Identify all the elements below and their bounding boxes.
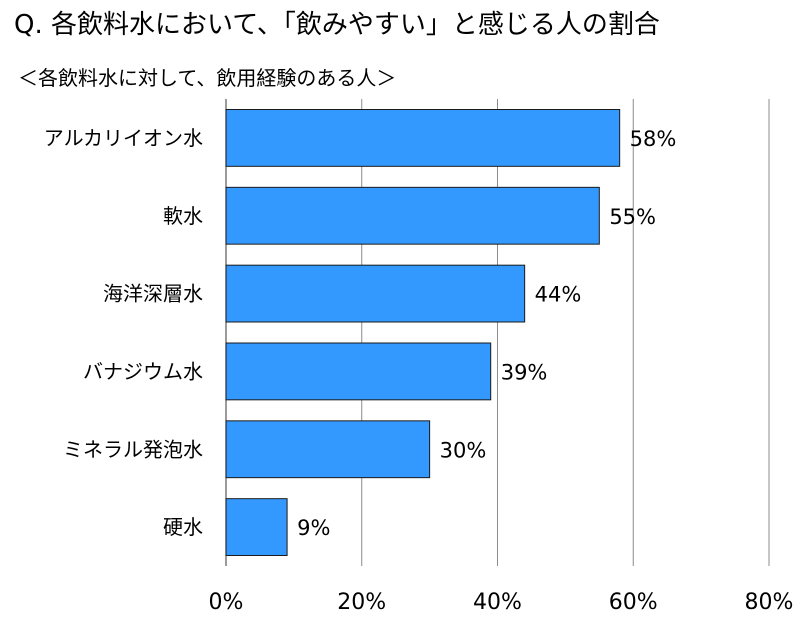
chart-subtitle: ＜各飲料水に対して、飲用経験のある人＞ xyxy=(18,66,397,90)
x-tick-label: 20% xyxy=(337,590,386,615)
x-tick-label: 0% xyxy=(209,590,244,615)
bar xyxy=(225,186,600,245)
value-label: 39% xyxy=(501,360,548,384)
category-label: バナジウム水 xyxy=(83,359,203,383)
value-label: 30% xyxy=(440,438,487,462)
bar xyxy=(225,109,621,167)
x-tick-label: 80% xyxy=(745,590,794,615)
bar xyxy=(225,420,431,479)
category-label: ミネラル発泡水 xyxy=(63,437,203,461)
category-label: アルカリイオン水 xyxy=(44,126,203,150)
x-tick-label: 40% xyxy=(473,590,522,615)
value-label: 44% xyxy=(535,283,582,307)
value-label: 55% xyxy=(609,205,656,229)
category-label: 軟水 xyxy=(163,204,203,228)
value-label: 58% xyxy=(630,127,677,151)
value-label: 9% xyxy=(297,516,330,540)
category-label: 海洋深層水 xyxy=(103,282,203,306)
bar xyxy=(225,342,492,401)
bar xyxy=(225,264,526,323)
x-tick-label: 60% xyxy=(609,590,658,615)
chart-title: Q. 各飲料水において、「飲みやすい」と感じる人の割合 xyxy=(14,10,660,40)
bar xyxy=(225,498,288,556)
category-label: 硬水 xyxy=(163,515,203,539)
